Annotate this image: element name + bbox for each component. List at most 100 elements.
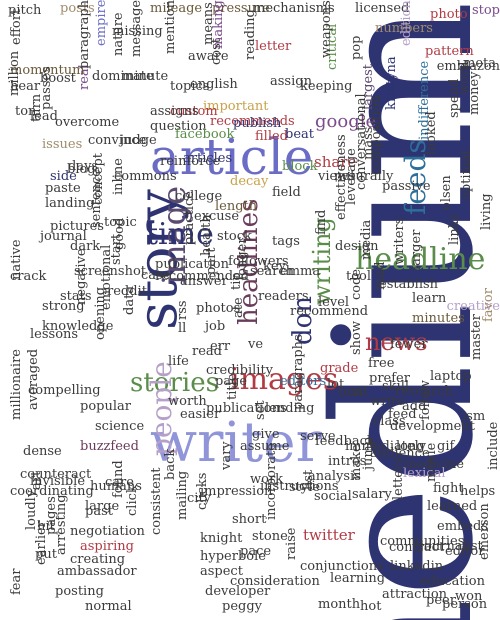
- cloud-word: google: [315, 111, 377, 132]
- cloud-word: salary: [352, 487, 392, 502]
- cloud-word: consistent: [149, 467, 164, 536]
- cloud-word: topic: [104, 215, 137, 230]
- cloud-word: linkedin: [390, 559, 444, 574]
- cloud-word: photos: [196, 301, 241, 316]
- cloud-word: olsen: [439, 175, 454, 210]
- cloud-word: convince: [88, 133, 147, 148]
- cloud-word: laptop: [430, 369, 472, 384]
- cloud-word: optimal: [459, 150, 474, 200]
- cloud-word: normal: [85, 599, 132, 614]
- cloud-word: boost: [40, 71, 76, 86]
- cloud-word: numbers: [375, 21, 433, 36]
- cloud-word: dense: [23, 444, 62, 459]
- cloud-word: easier: [180, 407, 221, 422]
- cloud-word: assign: [270, 74, 312, 89]
- cloud-word: recommended: [155, 269, 250, 284]
- cloud-word: embeds: [437, 519, 489, 534]
- cloud-word: landing: [45, 196, 95, 211]
- cloud-word: momentum: [10, 63, 85, 78]
- cloud-word: key: [263, 259, 286, 274]
- cloud-word: editors: [280, 374, 327, 389]
- cloud-word: aware: [188, 49, 229, 64]
- cloud-word: minutes: [412, 311, 465, 326]
- cloud-word: ate: [231, 297, 246, 318]
- cloud-word: master: [469, 314, 484, 360]
- cloud-word: attraction: [382, 587, 448, 602]
- cloud-word: level: [318, 295, 350, 310]
- cloud-word: set: [253, 400, 268, 420]
- cloud-word: credibility: [206, 363, 274, 378]
- cloud-word: past: [85, 504, 113, 519]
- cloud-word: creating: [70, 552, 126, 567]
- cloud-word: buzzfeed: [80, 439, 139, 454]
- cloud-word: impression: [200, 484, 273, 499]
- cloud-word: find: [314, 209, 329, 235]
- cloud-word: nature: [111, 12, 126, 56]
- cloud-word: mailing: [175, 470, 190, 520]
- cloud-word: length: [215, 199, 258, 214]
- cloud-word: found: [111, 460, 126, 498]
- cloud-word: cost: [209, 37, 224, 65]
- cloud-word: write: [370, 394, 405, 409]
- cloud-word: lead: [30, 109, 58, 124]
- cloud-word: beat: [285, 127, 314, 142]
- cloud-word: incorporate: [264, 443, 279, 520]
- cloud-word: search: [250, 264, 294, 279]
- cloud-word: err: [210, 339, 231, 354]
- cloud-word: important: [203, 99, 269, 114]
- cloud-word: share: [314, 153, 357, 171]
- cloud-word: coordinating: [10, 484, 94, 499]
- cloud-word: twitter: [303, 526, 355, 544]
- cloud-word: development: [390, 419, 475, 434]
- cloud-word: stories: [130, 368, 219, 398]
- cloud-word: decay: [230, 174, 269, 189]
- cloud-word: peer: [426, 593, 456, 608]
- cloud-word: million: [7, 50, 22, 96]
- cloud-word: knowledge: [42, 319, 114, 334]
- cloud-word: lending: [265, 401, 315, 416]
- cloud-word: click: [125, 485, 140, 516]
- cloud-word: judge: [120, 133, 157, 148]
- cloud-word: ll: [178, 321, 187, 336]
- cloud-word: movie: [424, 442, 439, 482]
- cloud-word: effort: [9, 8, 24, 45]
- cloud-word: weapons: [319, 0, 334, 58]
- cloud-word: readers: [258, 289, 309, 304]
- cloud-word: block: [282, 159, 318, 174]
- cloud-word: tags: [272, 234, 300, 249]
- cloud-word: conjunctions: [300, 559, 384, 574]
- cloud-word: media: [359, 219, 374, 260]
- cloud-word: stop: [471, 3, 500, 18]
- cloud-word: blog: [67, 162, 96, 177]
- cloud-word: research: [395, 384, 453, 399]
- cloud-word: class: [373, 414, 406, 429]
- cloud-word: pattern: [425, 44, 474, 59]
- cloud-word: work: [250, 472, 284, 487]
- cloud-word: posts: [60, 1, 95, 16]
- cloud-word: person: [442, 597, 488, 612]
- cloud-word: pop: [349, 35, 364, 60]
- cloud-word: photo: [430, 7, 468, 22]
- cloud-word: immediately: [345, 439, 427, 454]
- cloud-word: passes: [39, 66, 54, 110]
- cloud-word: ambassador: [57, 564, 137, 579]
- cloud-word: averaged: [26, 348, 41, 410]
- cloud-word: inline: [111, 158, 126, 195]
- cloud-word: audience: [370, 446, 430, 461]
- cloud-word: compelling: [28, 383, 101, 398]
- cloud-word: naturally: [334, 169, 394, 184]
- cloud-word: put: [35, 547, 57, 562]
- cloud-word: read: [192, 344, 222, 359]
- cloud-word: style: [289, 480, 321, 495]
- cloud-word: include: [486, 421, 500, 470]
- cloud-word: page: [215, 374, 248, 389]
- cloud-word: publish: [233, 116, 282, 131]
- cloud-word: add: [402, 399, 427, 414]
- cloud-word: city: [187, 491, 212, 506]
- cloud-word: give: [252, 427, 280, 442]
- cloud-word: answer: [180, 274, 228, 289]
- cloud-word: english: [190, 77, 238, 92]
- cloud-word: free: [368, 356, 395, 371]
- cloud-word: screenshot: [74, 264, 147, 279]
